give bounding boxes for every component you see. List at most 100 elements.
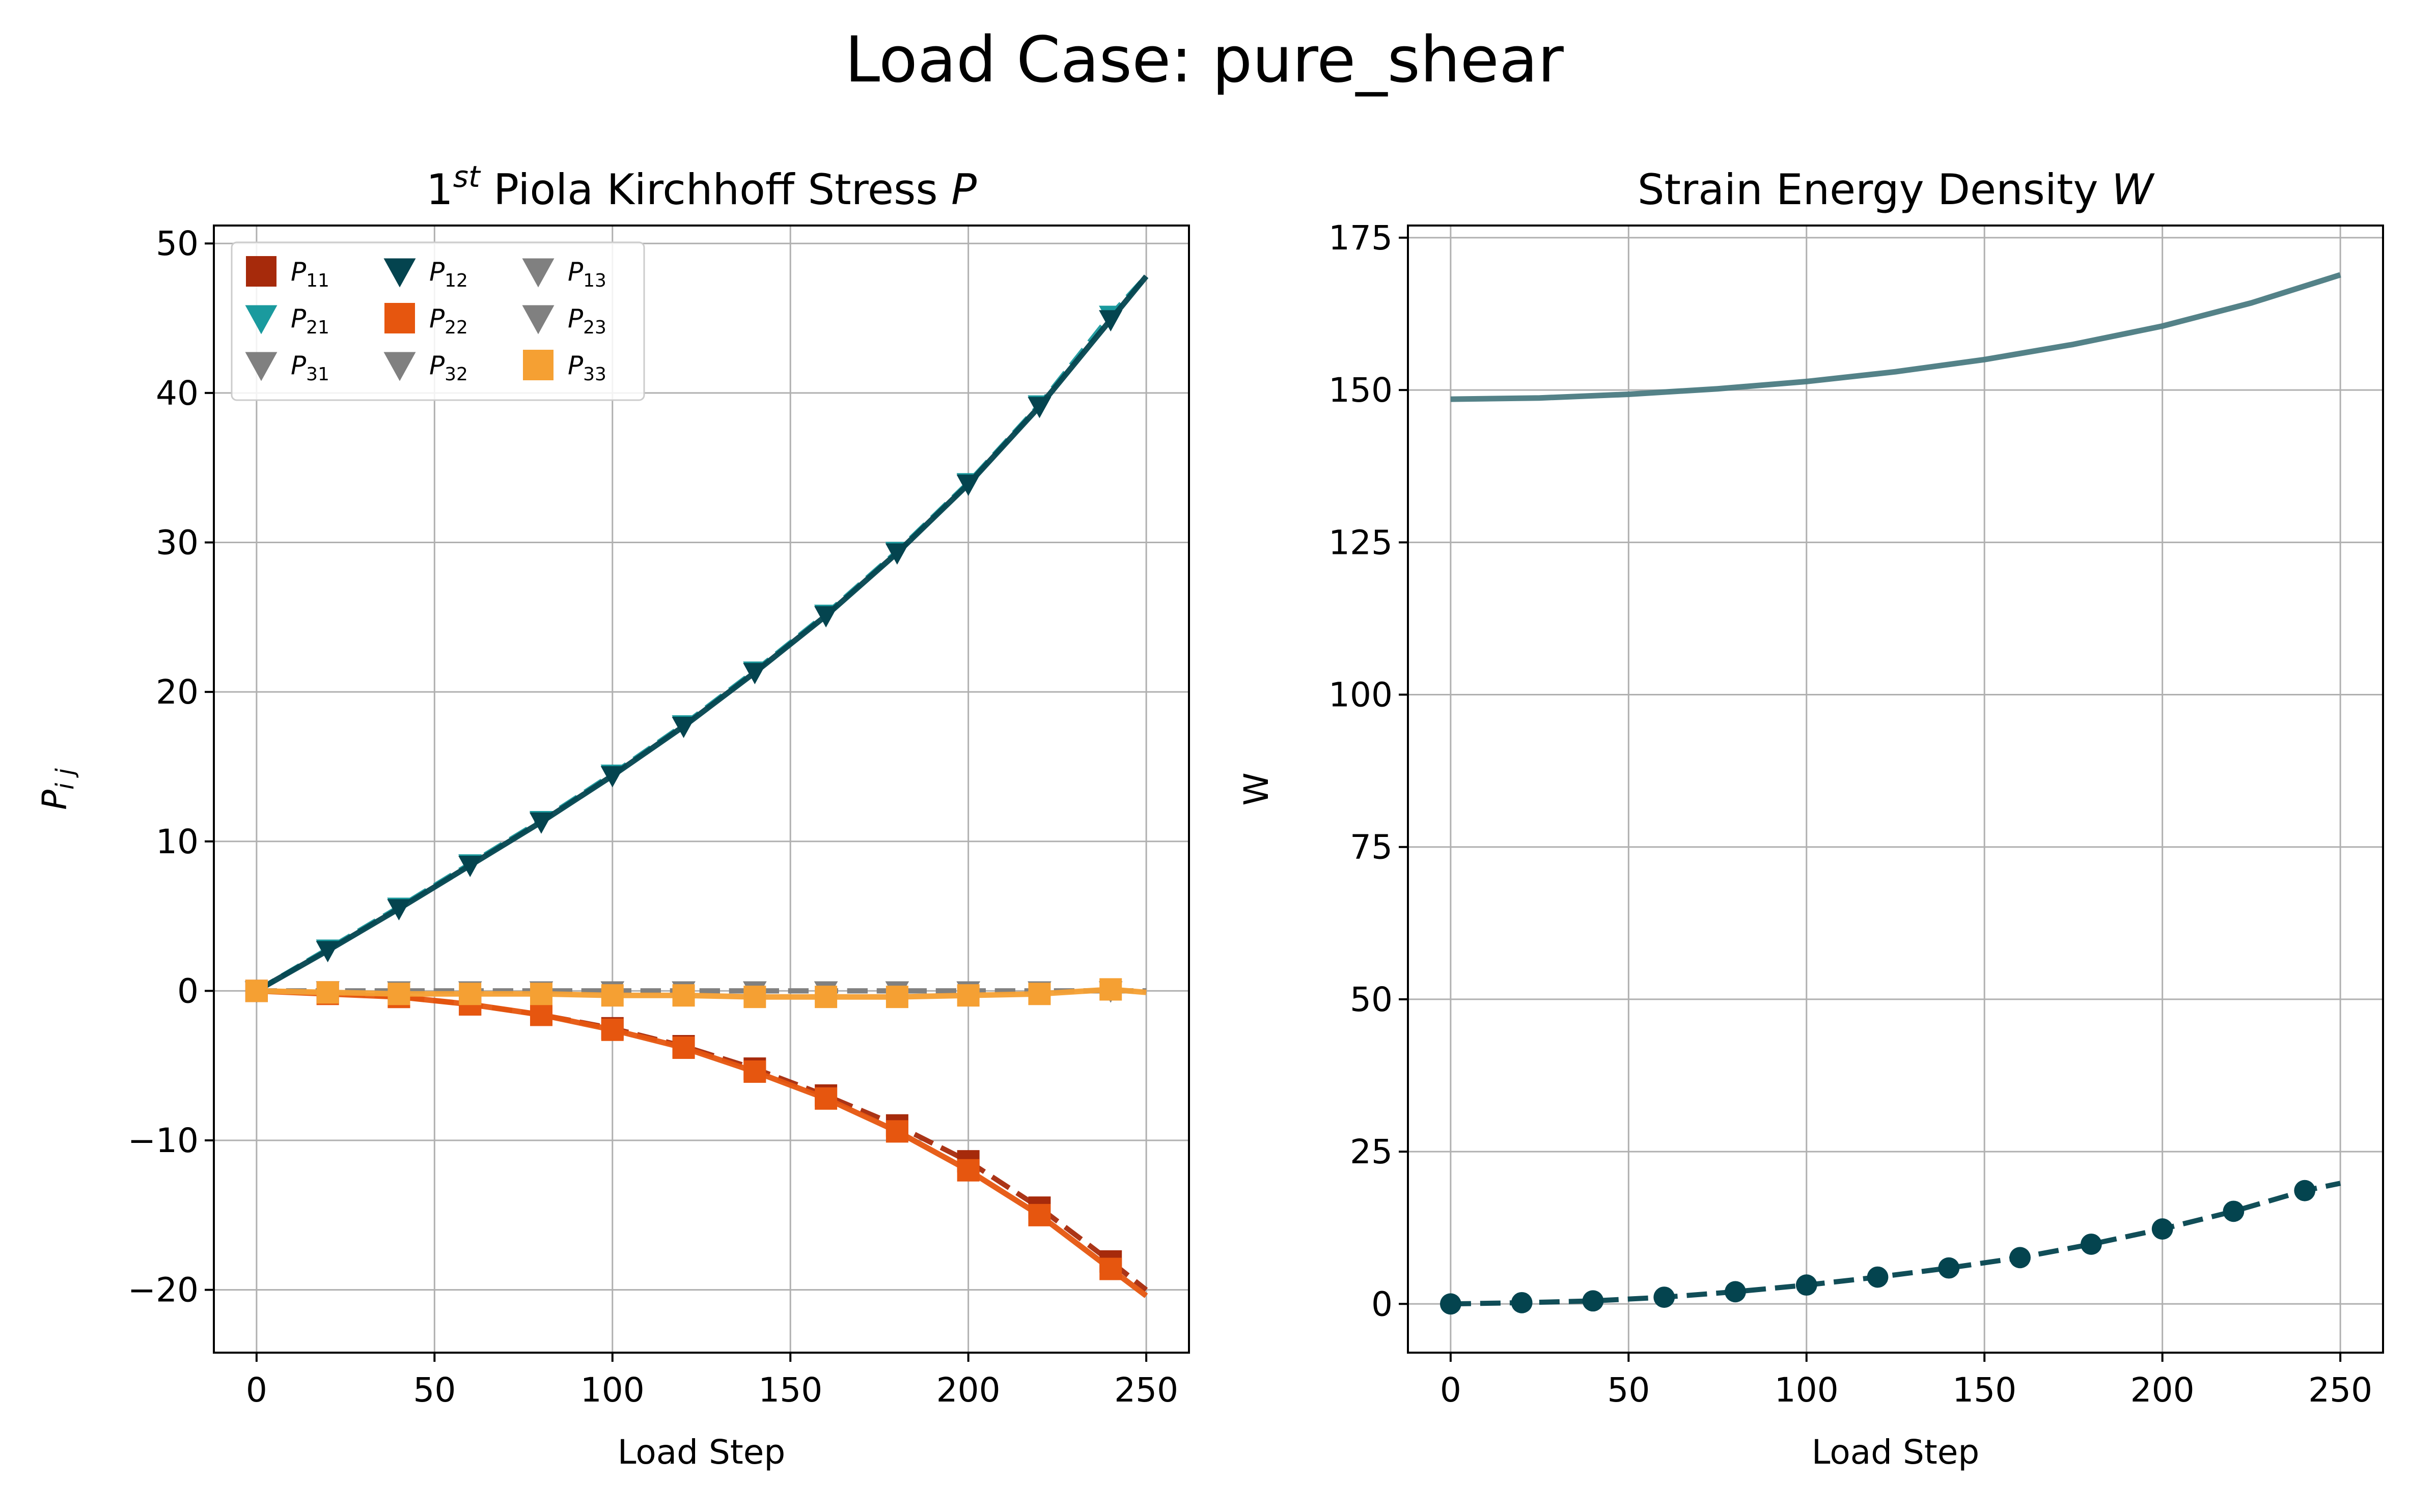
p33-marker [815,986,838,1009]
legend-marker-p31 [245,352,278,381]
x-tick-label: 200 [2130,1370,2195,1410]
y-tick-label: 150 [1328,371,1393,410]
panel-title: Strain Energy Density W [1638,165,2155,214]
legend-label-p31: P31 [291,351,329,385]
p22-marker [957,1159,980,1182]
y-tick-label: 50 [156,224,199,263]
p22-marker [1099,1257,1122,1280]
p33-marker [530,983,552,1005]
legend-marker-p32 [383,352,416,381]
legend-marker-p13 [522,258,555,288]
series-0-line [1450,272,2341,402]
p12-marker [600,766,624,788]
x-tick-label: 200 [936,1370,1001,1410]
p22-marker [601,1018,624,1041]
y-tick-label: 20 [156,673,199,712]
y-tick-label: 0 [177,971,199,1011]
p33-marker [601,984,624,1007]
x-tick-label: 250 [2308,1370,2372,1410]
p12-marker [956,474,980,496]
p33-marker [743,986,766,1009]
legend-marker-p12 [383,258,416,288]
series-1-marker [1511,1292,1533,1313]
legend-label-p23: P23 [568,304,606,338]
y-tick-label: 40 [156,374,199,413]
panel-title: 1st Piola Kirchhoff Stress P [426,159,977,214]
series-1-marker [1725,1281,1746,1303]
p12-marker [672,716,696,738]
p33-marker [672,984,695,1007]
p22-marker [1028,1203,1051,1226]
x-tick-label: 50 [1607,1370,1650,1410]
energy-panel: 0 50 100 150 200 250 0 25 50 75 100 125 150 175 Load S… [1237,165,2384,1472]
legend-label-p32: P32 [429,351,468,385]
legend-marker-p33 [523,350,553,380]
x-tick-label: 50 [413,1370,456,1410]
series-1-marker [2009,1247,2031,1269]
legend-label-p21: P21 [291,304,329,338]
p12-marker [1099,310,1123,332]
y-tick-label: 100 [1328,676,1393,715]
series-1-marker [1439,1293,1461,1315]
p22-marker [672,1036,695,1059]
y-tick-label: 30 [156,523,199,563]
p22-marker [885,1120,908,1143]
p12-marker [387,899,411,921]
y-tick-label: −10 [128,1121,199,1160]
x-tick-label: 150 [758,1370,822,1410]
series-1-marker [2294,1180,2316,1201]
legend-label-p33: P33 [568,351,606,385]
series-1-marker [2223,1200,2245,1222]
p33-marker [1028,983,1051,1005]
p33-marker [245,979,268,1002]
series-1-marker [1867,1266,1889,1288]
axes-frame [1407,225,2384,1354]
x-axis-label: Load Step [1812,1433,1980,1472]
legend-marker-p22 [384,303,415,333]
legend: P11 P21 P31 P12 P22 P32 P13 P23 P33 [231,241,645,401]
y-tick-label: 75 [1350,828,1393,867]
series-1-line [1450,1181,2341,1307]
series-1-marker [1938,1257,1960,1279]
p33-marker [387,983,410,1005]
y-tick-label: −20 [128,1271,199,1310]
y-tick-label: 125 [1328,523,1393,562]
p22-marker [815,1087,838,1110]
series-1-marker [1795,1274,1817,1296]
legend-marker-p23 [522,305,555,334]
x-tick-label: 150 [1952,1370,2016,1410]
p12-marker [743,663,767,685]
plot-area [244,274,1149,1298]
x-tick-label: 100 [1775,1370,1839,1410]
x-tick-label: 0 [246,1370,267,1410]
legend-label-p11: P11 [291,257,329,291]
p33-marker [885,986,908,1009]
p12-marker [1028,397,1051,418]
p22-marker [530,1003,552,1026]
y-tick-label: 0 [1371,1284,1393,1324]
legend-label-p13: P13 [568,257,606,291]
axes-frame [213,225,1190,1354]
y-axis-label: W [1237,772,1276,805]
stress-panel: 0 50 100 150 200 250 −20 −10 0 10 20 30 40 50 Load Ste… [35,159,1190,1472]
p33-line [256,987,1147,1000]
series-1-marker [2151,1218,2173,1240]
legend-marker-p11 [246,256,276,287]
p33-marker [1099,978,1122,1001]
legend-label-p22: P22 [429,304,468,338]
p22-marker [743,1060,766,1083]
p12-marker [316,941,340,963]
grid-lines [214,226,1189,1353]
p12-marker [885,543,909,565]
p12-marker [458,856,482,877]
plot-area [1439,272,2341,1315]
figure-suptitle: Load Case: pure_shear [845,23,1564,97]
p22-line [256,988,1148,1298]
p12-marker [529,812,553,834]
p33-marker [316,981,339,1004]
y-tick-label: 175 [1328,218,1393,258]
p33-marker [957,984,980,1007]
x-tick-label: 250 [1114,1370,1178,1410]
